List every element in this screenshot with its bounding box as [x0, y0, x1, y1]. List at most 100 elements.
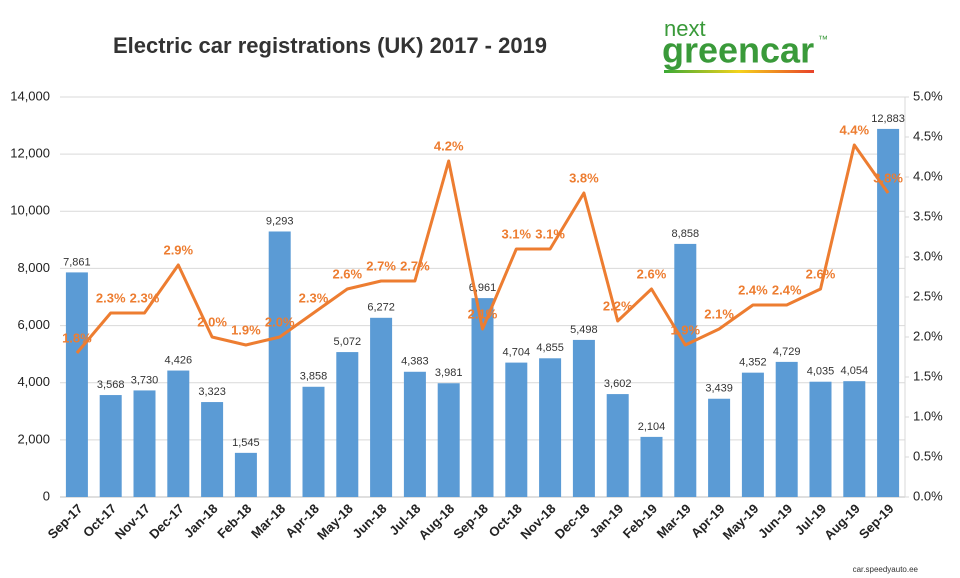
line-value-label: 3.1%: [535, 226, 565, 241]
line-value-label: 2.4%: [738, 282, 768, 297]
x-tick-label: Feb-18: [214, 501, 254, 541]
line-value-label: 2.2%: [603, 298, 633, 313]
bar: [606, 394, 629, 497]
bar: [99, 395, 122, 497]
bar: [234, 452, 257, 497]
watermark: car.speedyauto.ee: [853, 565, 919, 574]
line-value-label: 2.0%: [197, 314, 227, 329]
bar-value-label: 3,730: [131, 374, 159, 386]
bar-value-label: 4,729: [773, 346, 801, 358]
bar: [133, 390, 156, 497]
x-tick-label: Jun-18: [349, 501, 389, 541]
bar-value-label: 3,858: [300, 371, 328, 383]
bar-value-label: 1,545: [232, 437, 260, 449]
bar: [370, 317, 393, 497]
line-value-label: 1.9%: [670, 322, 700, 337]
y-tick-label: 10,000: [10, 203, 50, 218]
line-value-label: 3.8%: [569, 170, 599, 185]
bar: [775, 361, 798, 497]
y2-tick-label: 2.0%: [913, 328, 943, 343]
bar-value-label: 3,439: [705, 383, 733, 395]
y2-tick-label: 4.5%: [913, 128, 943, 143]
bar-value-label: 3,568: [97, 379, 125, 391]
bar: [539, 358, 562, 497]
bar-value-label: 4,054: [841, 365, 869, 377]
bar-value-label: 4,035: [807, 366, 835, 378]
bar: [708, 398, 731, 497]
line-value-label: 2.0%: [265, 314, 295, 329]
y2-tick-label: 0.0%: [913, 488, 943, 503]
line-value-label: 2.6%: [332, 266, 362, 281]
bar: [741, 372, 764, 497]
bar-value-label: 4,352: [739, 357, 767, 369]
bar-value-label: 4,383: [401, 356, 429, 368]
bar-value-label: 4,855: [536, 342, 564, 354]
bar-value-label: 3,602: [604, 378, 632, 390]
y-tick-label: 6,000: [17, 317, 50, 332]
line-value-label: 2.6%: [806, 266, 836, 281]
logo-top: next: [664, 16, 706, 41]
bar: [640, 436, 663, 497]
line-value-label: 2.7%: [400, 258, 430, 273]
bar: [268, 231, 291, 497]
line: [75, 143, 890, 354]
x-tick-label: Jun-19: [755, 501, 795, 541]
line-value-label: 2.1%: [704, 306, 734, 321]
bar: [572, 339, 595, 497]
x-tick-label: May-18: [314, 501, 356, 543]
bar-value-label: 9,293: [266, 215, 294, 227]
logo-mark: ™: [818, 35, 828, 46]
x-tick-label: Dec-18: [552, 501, 593, 542]
x-tick-label: May-19: [720, 501, 762, 543]
bar-value-label: 6,272: [367, 302, 395, 314]
y2-tick-label: 5.0%: [913, 88, 943, 103]
line-value-label: 4.2%: [434, 138, 464, 153]
line-value-label: 2.3%: [130, 290, 160, 305]
line-value-label: 3.8%: [873, 170, 903, 185]
y-tick-label: 2,000: [17, 431, 50, 446]
bar-value-label: 5,072: [334, 336, 362, 348]
bar-value-label: 7,861: [63, 256, 91, 268]
line-value-label: 3.1%: [501, 226, 531, 241]
bar-value-label: 3,323: [198, 386, 226, 398]
line-value-label: 2.1%: [468, 306, 498, 321]
bar-value-label: 3,981: [435, 367, 463, 379]
line-value-label: 2.4%: [772, 282, 802, 297]
logo-main: greencar: [662, 30, 814, 71]
y2-tick-label: 2.5%: [913, 288, 943, 303]
bar: [471, 298, 494, 497]
line-value-label: 2.9%: [163, 242, 193, 257]
bar: [843, 381, 866, 497]
y2-tick-label: 3.5%: [913, 208, 943, 223]
y-tick-label: 12,000: [10, 146, 50, 161]
bar-value-label: 12,883: [871, 113, 905, 125]
y2-tick-label: 1.0%: [913, 408, 943, 423]
bar-value-label: 4,426: [165, 354, 193, 366]
bar: [336, 352, 359, 497]
x-tick-label: Mar-19: [654, 501, 694, 541]
bar: [167, 370, 190, 497]
y2-tick-label: 4.0%: [913, 168, 943, 183]
bar-value-label: 8,858: [672, 228, 700, 240]
x-tick-label: Jan-19: [587, 501, 627, 541]
bar: [302, 386, 325, 497]
line-value-label: 4.4%: [839, 122, 869, 137]
bar: [809, 381, 832, 497]
line-value-label: 2.6%: [637, 266, 667, 281]
y-tick-label: 0: [43, 488, 50, 503]
y2-tick-label: 3.0%: [913, 248, 943, 263]
y-tick-label: 8,000: [17, 260, 50, 275]
x-tick-label: Mar-18: [248, 501, 288, 541]
bar: [674, 243, 697, 497]
line-value-label: 1.9%: [231, 322, 261, 337]
y-tick-label: 14,000: [10, 88, 50, 103]
bar: [403, 371, 426, 497]
x-tick-label: Jan-18: [181, 501, 221, 541]
x-tick-label: Feb-19: [620, 501, 660, 541]
y2-tick-label: 1.5%: [913, 368, 943, 383]
x-tick-label: Sep-18: [450, 501, 491, 542]
x-tick-label: Dec-17: [146, 501, 187, 542]
y2-tick-label: 0.5%: [913, 448, 943, 463]
bar: [65, 272, 88, 497]
